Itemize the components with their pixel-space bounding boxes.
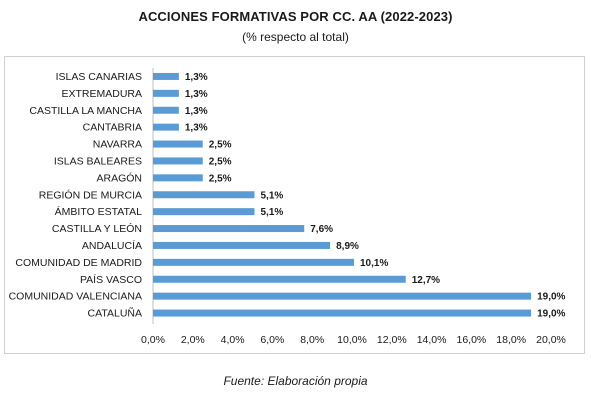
data-label: 1,3% bbox=[185, 123, 208, 134]
category-label: ISLAS BALEARES bbox=[54, 155, 142, 167]
data-label: 5,1% bbox=[260, 190, 283, 201]
bar bbox=[153, 174, 203, 182]
category-label: CASTILLA LA MANCHA bbox=[29, 105, 142, 117]
bar bbox=[153, 191, 255, 199]
bar bbox=[153, 89, 179, 97]
x-tick-label: 16,0% bbox=[457, 334, 487, 346]
bar bbox=[153, 123, 179, 131]
bar bbox=[153, 208, 255, 216]
bar bbox=[153, 241, 331, 249]
data-label: 7,6% bbox=[310, 224, 333, 235]
x-tick-label: 14,0% bbox=[417, 334, 447, 346]
bar bbox=[153, 258, 354, 266]
bar bbox=[153, 140, 203, 148]
x-tick-label: 8,0% bbox=[300, 334, 324, 346]
category-label: CASTILLA Y LEÓN bbox=[52, 222, 142, 235]
x-tick-label: 12,0% bbox=[377, 334, 407, 346]
category-label: PAÍS VASCO bbox=[80, 273, 142, 286]
data-label: 2,5% bbox=[209, 140, 232, 151]
data-label: 2,5% bbox=[209, 156, 232, 167]
bar bbox=[153, 292, 532, 300]
category-label: EXTREMADURA bbox=[61, 88, 142, 100]
category-label: CANTABRIA bbox=[83, 122, 142, 134]
x-tick-label: 18,0% bbox=[496, 334, 526, 346]
category-label: ARAGÓN bbox=[96, 171, 142, 184]
category-label: ANDALUCÍA bbox=[82, 239, 142, 252]
data-label: 1,3% bbox=[185, 72, 208, 83]
category-label: CATALUÑA bbox=[88, 307, 142, 320]
bar bbox=[153, 309, 532, 317]
bar bbox=[153, 225, 305, 233]
data-label: 10,1% bbox=[360, 258, 388, 269]
chart-subtitle: (% respecto al total) bbox=[242, 30, 349, 44]
bar bbox=[153, 157, 203, 165]
data-label: 8,9% bbox=[336, 241, 359, 252]
chart-title: ACCIONES FORMATIVAS POR CC. AA (2022-202… bbox=[138, 9, 453, 24]
category-label: ÁMBITO ESTATAL bbox=[55, 205, 142, 218]
data-label: 19,0% bbox=[537, 292, 565, 303]
category-label: NAVARRA bbox=[93, 139, 142, 151]
bar bbox=[153, 106, 179, 114]
x-tick-label: 10,0% bbox=[337, 334, 367, 346]
data-label: 1,3% bbox=[185, 89, 208, 100]
category-label: COMUNIDAD DE MADRID bbox=[15, 257, 142, 269]
category-label: REGIÓN DE MURCIA bbox=[39, 188, 142, 201]
x-tick-label: 0,0% bbox=[141, 334, 165, 346]
data-label: 12,7% bbox=[412, 275, 440, 286]
source-note: Fuente: Elaboración propia bbox=[223, 374, 368, 388]
bar bbox=[153, 275, 406, 283]
x-tick-label: 20,0% bbox=[536, 334, 566, 346]
x-tick-label: 6,0% bbox=[260, 334, 284, 346]
bar bbox=[153, 72, 179, 80]
data-label: 1,3% bbox=[185, 106, 208, 117]
category-label: ISLAS CANARIAS bbox=[56, 71, 142, 83]
x-tick-label: 4,0% bbox=[221, 334, 245, 346]
chart-frame bbox=[4, 56, 585, 354]
x-tick-label: 2,0% bbox=[181, 334, 205, 346]
data-label: 5,1% bbox=[260, 207, 283, 218]
data-label: 19,0% bbox=[537, 309, 565, 320]
data-label: 2,5% bbox=[209, 173, 232, 184]
category-label: COMUNIDAD VALENCIANA bbox=[9, 291, 142, 303]
